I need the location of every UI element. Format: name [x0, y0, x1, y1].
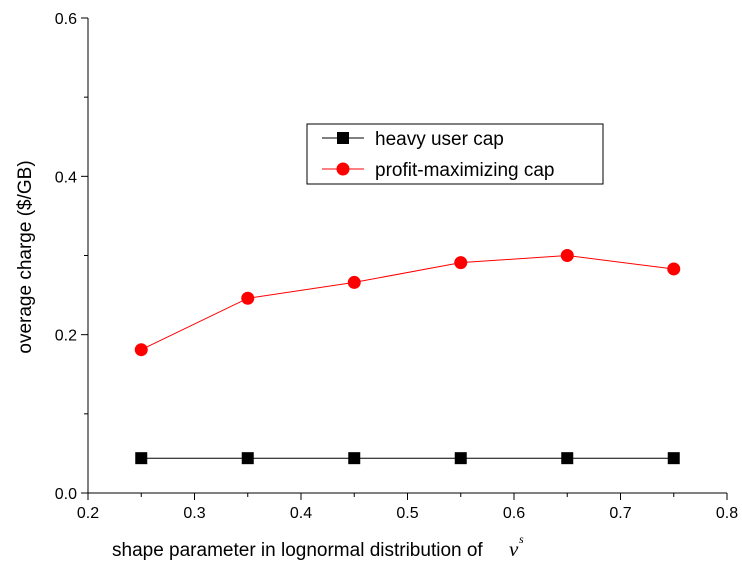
- x-axis-title-text: shape parameter in lognormal distributio…: [112, 540, 483, 561]
- series-line: [140, 254, 674, 351]
- legend-label-heavy-user-cap: heavy user cap: [375, 129, 504, 150]
- x-tick-label: 0.3: [183, 505, 205, 522]
- series-heavy-user-cap: [135, 452, 680, 465]
- data-point-circle: [454, 256, 468, 270]
- legend-item-profit-maximizing-cap: profit-maximizing cap: [322, 160, 555, 181]
- data-point-square: [561, 452, 574, 465]
- legend-marker-square: [337, 132, 349, 144]
- y-tick-label: 0.4: [55, 169, 77, 186]
- series-profit-maximizing-cap: [134, 249, 681, 357]
- x-axis-title-symbol: v: [509, 537, 519, 561]
- legend: heavy user cap profit-maximizing cap: [306, 123, 604, 185]
- y-tick-label: 0.2: [55, 328, 77, 345]
- legend-marker-circle: [336, 162, 350, 176]
- y-tick-label: 0.6: [55, 11, 77, 28]
- x-axis-title-superscript: s: [519, 532, 524, 546]
- x-axis-title: shape parameter in lognormal distributio…: [112, 532, 524, 561]
- legend-label-profit-maximizing-cap: profit-maximizing cap: [375, 160, 555, 181]
- data-point-circle: [347, 275, 361, 289]
- x-tick-label: 0.5: [396, 505, 418, 522]
- x-tick-label: 0.6: [503, 505, 525, 522]
- legend-box: [306, 123, 604, 185]
- data-point-circle: [560, 249, 574, 262]
- data-point-square: [454, 452, 467, 465]
- x-tick-label: 0.4: [290, 505, 312, 522]
- data-point-circle: [667, 262, 681, 276]
- legend-item-heavy-user-cap: heavy user cap: [322, 129, 504, 150]
- series-layer: [134, 249, 681, 465]
- data-point-square: [348, 452, 361, 465]
- x-tick-label: 0.2: [77, 505, 99, 522]
- x-tick-label: 0.8: [716, 505, 738, 522]
- data-point-circle: [241, 291, 255, 305]
- data-point-square: [667, 452, 680, 465]
- x-tick-label: 0.7: [609, 505, 631, 522]
- y-tick-label: 0.0: [55, 486, 77, 503]
- data-point-circle: [134, 343, 148, 357]
- axes: 0.2 0.3 0.4 0.5 0.6 0.7 0.80.00.20.40.6: [55, 11, 738, 522]
- data-point-square: [241, 452, 254, 465]
- y-axis-title: overage charge ($/GB): [15, 160, 36, 353]
- data-point-square: [135, 452, 148, 465]
